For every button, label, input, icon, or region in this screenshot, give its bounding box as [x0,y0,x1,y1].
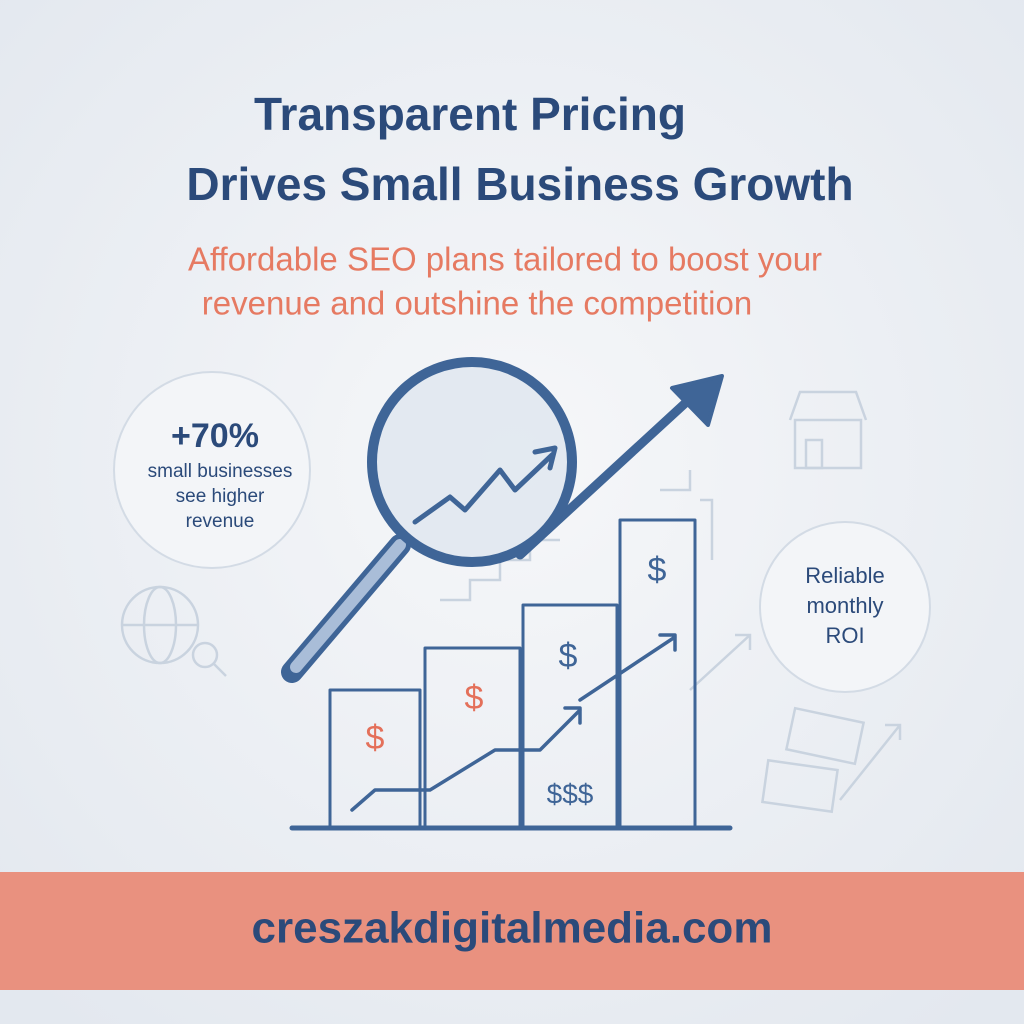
trend-arrow [350,633,677,812]
title: Transparent Pricing [254,88,686,140]
stat-text: see higher [176,486,265,507]
subtitle: Affordable SEO plans tailored to boost y… [188,241,822,278]
lens-chart [412,445,558,525]
magnifier-handle [290,539,406,673]
bar-label: $ [648,551,667,589]
stat-circle [113,371,311,569]
footer-url: creszakdigitalmedia.com [252,904,773,953]
footer-band [0,872,1024,990]
stat-figure: +70% [171,417,259,455]
bar [328,688,422,830]
title: Drives Small Business Growth [186,158,853,210]
subtitle: revenue and outshine the competition [202,285,752,322]
stat-text: monthly [806,593,883,618]
stat-text: revenue [186,511,255,532]
bar [521,603,619,830]
bar [423,646,522,830]
stat-text: Reliable [805,563,885,588]
growth-illustration: $ $ $ $ $$$ [281,357,733,831]
bar-label: $ [366,719,385,757]
stat-circle [759,521,931,693]
bar-label: $ [465,679,484,717]
bar-label: $ [559,637,578,675]
magnifier-lens [367,357,577,567]
bar-label: $$$ [547,778,594,809]
arrow-head [670,374,724,427]
stat-text: small businesses [148,461,293,482]
stat-text: ROI [825,623,864,648]
